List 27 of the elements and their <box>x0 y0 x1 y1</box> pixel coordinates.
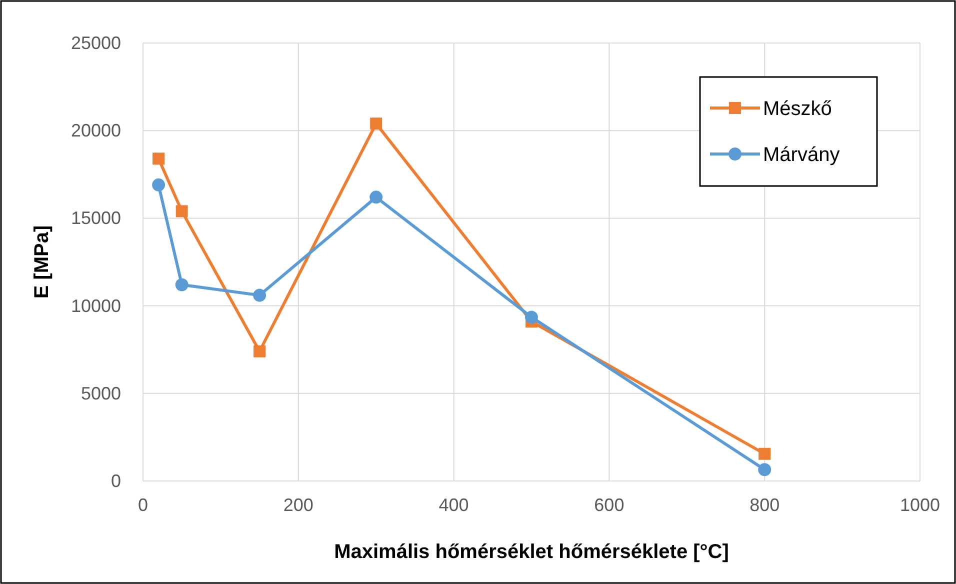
point <box>370 190 383 204</box>
x-tick-label: 600 <box>594 495 624 515</box>
x-tick-label: 1000 <box>900 495 940 515</box>
y-tick-label: 25000 <box>70 33 121 53</box>
point <box>758 448 771 460</box>
x-tick-label: 200 <box>283 495 314 515</box>
x-tick-label: 400 <box>438 495 469 515</box>
y-axis-title: E [MPa] <box>31 225 53 299</box>
point <box>370 118 382 130</box>
y-tick-label: 10000 <box>70 296 121 316</box>
y-tick-label: 15000 <box>70 208 121 228</box>
x-tick-label: 800 <box>750 495 780 515</box>
point <box>758 463 772 476</box>
point <box>525 310 538 324</box>
point <box>253 288 266 302</box>
x-axis-title: Maximális hőmérséklet hőmérséklete [°C] <box>334 541 729 563</box>
y-tick-label: 20000 <box>70 120 121 141</box>
point <box>152 152 165 165</box>
point <box>152 178 166 192</box>
legend-label: Mészkő <box>763 98 832 120</box>
legend-label: Márvány <box>763 144 840 166</box>
point <box>254 345 266 358</box>
point <box>176 205 188 218</box>
x-tick-label: 0 <box>138 495 148 515</box>
y-tick-label: 5000 <box>80 383 121 404</box>
point <box>175 278 188 292</box>
y-tick-label: 0 <box>110 471 121 491</box>
